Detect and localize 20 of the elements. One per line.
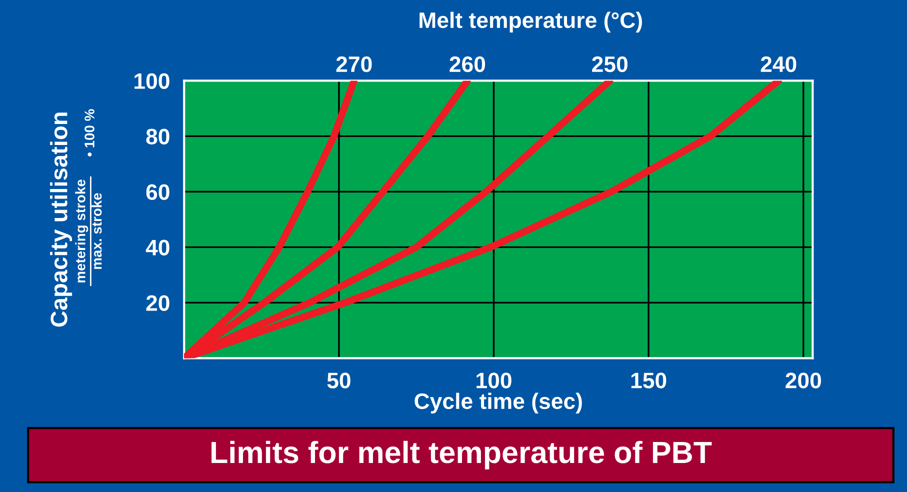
y-tick-label: 80 xyxy=(146,128,170,144)
y-tick-label: 60 xyxy=(146,184,170,200)
y-tick-label: 20 xyxy=(146,295,170,311)
text: Limits for melt temperature of PBT xyxy=(212,440,712,470)
series-label: 250 xyxy=(592,56,628,72)
x-axis-title: Cycle time (sec) xyxy=(414,392,582,414)
y-axis-title: Capacity utilisation xyxy=(50,112,72,327)
series-label: 260 xyxy=(450,56,486,72)
x-tick-label: 200 xyxy=(786,372,822,388)
x-tick-label: 50 xyxy=(327,372,350,388)
series-label: 240 xyxy=(760,56,796,72)
y-tick-label: 40 xyxy=(146,240,170,256)
x2-axis-title: Melt temperature (°C) xyxy=(420,12,642,32)
y-tick-label: 100 xyxy=(134,73,170,89)
text: max. stroke xyxy=(91,193,102,269)
text: • 100 % xyxy=(84,109,94,156)
series-label: 270 xyxy=(336,56,372,72)
x-tick-label: 100 xyxy=(476,372,512,388)
text: metering stroke xyxy=(75,180,88,282)
x-tick-label: 150 xyxy=(631,372,666,388)
